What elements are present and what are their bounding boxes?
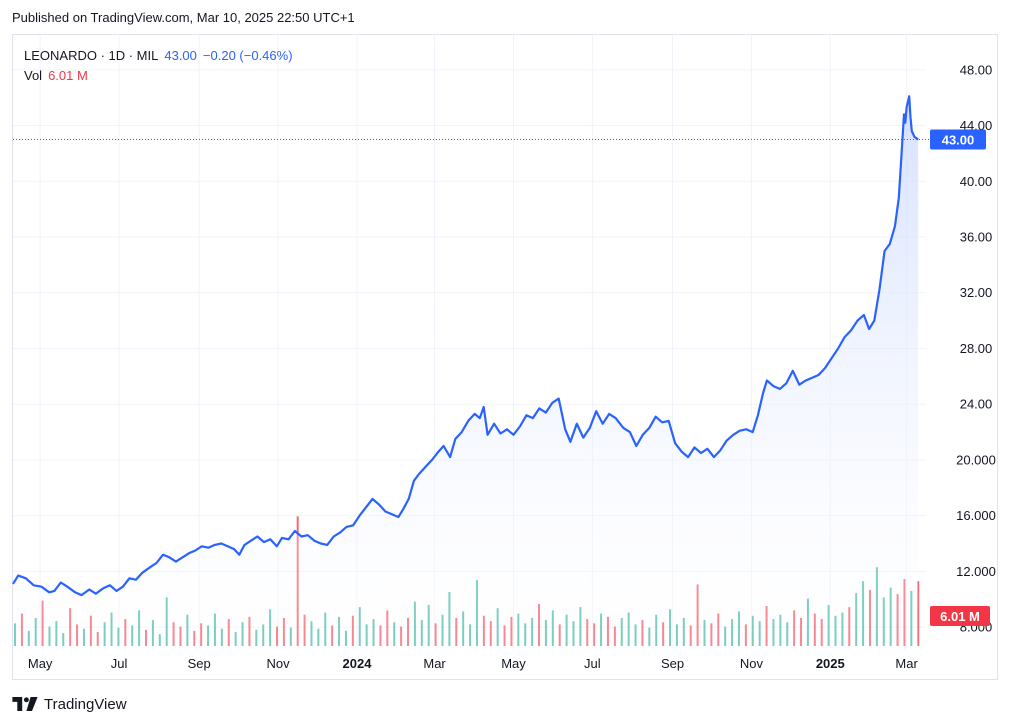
legend-symbol[interactable]: LEONARDO · 1D · MIL [24, 48, 159, 63]
x-tick-label: Sep [661, 656, 684, 671]
y-tick-label: 48.00 [960, 62, 993, 77]
y-tick-label: 40.00 [960, 174, 993, 189]
price-axis: 48.00 44.00 40.00 36.00 32.00 28.00 24.00 20.00… [956, 62, 996, 634]
published-caption: Published on TradingView.com, Mar 10, 20… [12, 10, 355, 25]
x-tick-label: Jul [111, 656, 128, 671]
last-volume-tag-label: 6.01 M [940, 609, 980, 624]
axis-tags: 43.00 6.01 M [930, 129, 990, 626]
y-tick-label: 28.00 [960, 341, 993, 356]
x-tick-label: May [28, 656, 53, 671]
x-tick-label: May [501, 656, 526, 671]
time-axis: May Jul Sep Nov 2024 Mar May Jul Sep Nov 2025 Mar [28, 656, 919, 671]
brand-name[interactable]: TradingView [44, 695, 127, 713]
legend-change: −0.20 (−0.46%) [202, 48, 293, 63]
legend-volume-label[interactable]: Vol [24, 68, 43, 83]
last-price-tag [930, 129, 986, 150]
legend-volume-value: 6.01 M [48, 68, 88, 83]
footer: TradingView [12, 694, 127, 714]
y-tick-label: 12.000 [956, 564, 996, 579]
y-tick-label: 36.00 [960, 230, 993, 245]
x-tick-label: 2025 [816, 656, 845, 671]
x-tick-label: Mar [423, 656, 446, 671]
y-tick-label: 20.000 [956, 452, 996, 467]
price-line [12, 95, 919, 597]
x-tick-label: Nov [740, 656, 764, 671]
tradingview-logo-icon[interactable] [12, 697, 38, 711]
x-tick-label: Sep [188, 656, 211, 671]
x-tick-label: Mar [895, 656, 918, 671]
last-price-tag-label: 43.00 [942, 132, 975, 147]
chart-legend: LEONARDO · 1D · MIL 43.00 −0.20 (−0.46%) V… [24, 46, 293, 86]
y-tick-label: 44.00 [960, 118, 993, 133]
volume-bar [917, 581, 920, 646]
y-tick-label: 32.00 [960, 285, 993, 300]
x-tick-label: Nov [267, 656, 291, 671]
y-tick-label: 24.00 [960, 397, 993, 412]
x-tick-label: 2024 [343, 656, 373, 671]
y-tick-label: 16.000 [956, 508, 996, 523]
last-volume-tag [930, 606, 990, 626]
x-tick-label: Jul [584, 656, 601, 671]
price-area-fill [13, 96, 919, 649]
chart-frame [12, 34, 998, 680]
legend-price: 43.00 [164, 48, 197, 63]
